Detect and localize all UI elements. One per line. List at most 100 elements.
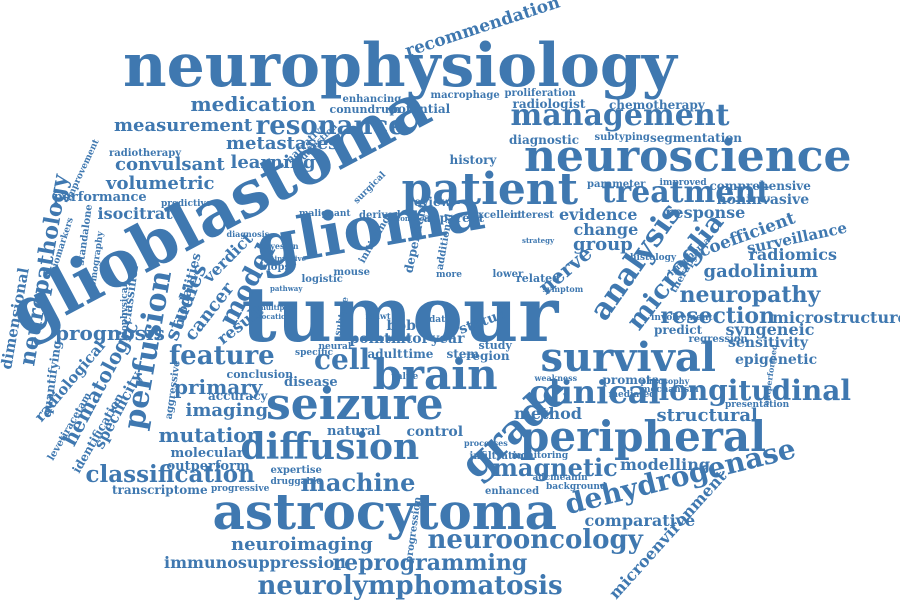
cloud-word: segmentation xyxy=(650,131,742,145)
cloud-word: bayesian xyxy=(259,241,299,251)
cloud-word: evidence xyxy=(559,205,638,224)
cloud-word: molecular xyxy=(170,445,244,461)
cloud-word: astrocytoma xyxy=(212,482,558,541)
cloud-word: change xyxy=(573,220,639,239)
cloud-word: apparent xyxy=(423,211,485,225)
cloud-word: mutation xyxy=(158,423,262,447)
cloud-word: isocitrate xyxy=(97,204,183,223)
cloud-word: immunosuppression xyxy=(164,553,346,572)
cloud-word: reprogramming xyxy=(332,550,528,576)
cloud-word: response xyxy=(665,203,746,222)
cloud-word: mechanism xyxy=(641,384,699,395)
cloud-word: predict xyxy=(654,323,703,337)
cloud-word: time xyxy=(403,347,434,361)
cloud-word: weakness xyxy=(534,373,578,383)
cloud-word: biophysical xyxy=(119,283,130,341)
cloud-word: treatment xyxy=(601,175,771,210)
cloud-word: brain xyxy=(372,350,498,399)
cloud-word: presentation xyxy=(725,399,790,410)
cloud-word: infiltration xyxy=(469,451,531,462)
cloud-word: syngeneic xyxy=(725,320,815,339)
cloud-word: group xyxy=(573,234,633,255)
cloud-word: parameter xyxy=(587,179,646,190)
cloud-word: chemotherapy xyxy=(609,98,705,112)
cloud-word: derived xyxy=(359,210,401,221)
cloud-word: involvement xyxy=(651,312,713,323)
cloud-word: potential xyxy=(389,102,451,116)
cloud-word: performance xyxy=(53,189,147,205)
cloud-word: resonance xyxy=(255,111,405,141)
cloud-word: feature xyxy=(169,341,275,371)
cloud-word: modelling xyxy=(620,455,711,474)
cloud-word: enhancing xyxy=(342,94,402,105)
cloud-word: learning xyxy=(230,152,316,173)
cloud-word: machine xyxy=(300,468,416,497)
cloud-word: clinical xyxy=(529,373,661,411)
cloud-word: neural xyxy=(318,341,352,352)
cloud-word: neurolymphomatosis xyxy=(257,571,563,601)
cloud-word: accuracy xyxy=(208,389,268,403)
cloud-word: related xyxy=(516,271,560,285)
cloud-word: transcriptome xyxy=(112,483,208,497)
cloud-word: logistic xyxy=(301,274,343,285)
cloud-word: disease xyxy=(284,374,338,390)
cloud-word: structural xyxy=(656,405,758,426)
cloud-word: sensitivity xyxy=(728,335,809,351)
cloud-word: adcmeanin xyxy=(532,472,588,483)
cloud-word: cell xyxy=(314,343,371,376)
cloud-word: enhanced xyxy=(485,486,540,497)
cloud-word: pathway xyxy=(270,283,303,293)
cloud-word: patient xyxy=(401,164,579,215)
cloud-word: excellent xyxy=(471,210,523,221)
cloud-word: more xyxy=(436,269,462,280)
cloud-word: neurooncology xyxy=(427,525,643,555)
cloud-word: malignant xyxy=(299,208,351,219)
cloud-word: improved xyxy=(659,177,707,188)
cloud-word: expertise xyxy=(270,465,322,476)
cloud-word: symptom xyxy=(542,284,584,294)
cloud-word: diagnosis xyxy=(226,229,270,239)
cloud-word: gadolinium xyxy=(703,261,819,282)
cloud-word: lower xyxy=(492,269,524,280)
cloud-word: outperform xyxy=(166,458,250,474)
cloud-word: conundrum xyxy=(329,102,401,116)
cloud-word: bbb xyxy=(386,318,416,334)
cloud-word: interest xyxy=(510,210,554,221)
cloud-word: medication xyxy=(190,92,316,116)
cloud-word: neurophysiology xyxy=(123,31,677,101)
cloud-word: mediated xyxy=(608,389,656,400)
cloud-word: proliferation xyxy=(504,88,576,99)
cloud-word: druggable xyxy=(270,476,322,487)
cloud-word: mtor xyxy=(391,331,429,347)
cloud-word: resection xyxy=(660,303,776,329)
cloud-word: monitoring xyxy=(511,450,569,461)
cloud-word: region xyxy=(466,349,510,363)
cloud-word: progressive xyxy=(211,483,270,494)
cloud-word: study xyxy=(478,338,512,352)
cloud-word: volumetric xyxy=(106,173,215,194)
cloud-word: management xyxy=(510,98,730,133)
cloud-word: convulsant xyxy=(115,154,225,175)
cloud-word: diagnostic xyxy=(509,133,580,147)
cloud-word: point xyxy=(349,331,391,347)
cloud-word: tumour xyxy=(241,270,559,359)
cloud-word: magnetic xyxy=(492,453,618,482)
cloud-word: prognosis xyxy=(55,321,165,345)
cloud-word: history xyxy=(449,153,497,167)
cloud-word: measurement xyxy=(114,115,253,136)
cloud-word: comparative xyxy=(584,511,696,530)
cloud-word: macrophage xyxy=(430,90,500,101)
cloud-word: seizure xyxy=(266,379,444,430)
cloud-word: predictive xyxy=(161,198,212,209)
cloud-word: idhwt xyxy=(365,311,391,321)
cloud-word: natural xyxy=(327,423,381,439)
cloud-word: metastases xyxy=(226,133,339,154)
cloud-word: conclusion xyxy=(226,367,294,381)
cloud-word: microstructure xyxy=(772,308,900,327)
cloud-word: value xyxy=(391,371,419,382)
cloud-word: common xyxy=(396,213,430,223)
cloud-word: review xyxy=(407,195,451,209)
cloud-word: comprehensive xyxy=(709,179,811,193)
cloud-word: peripheral xyxy=(520,412,767,461)
